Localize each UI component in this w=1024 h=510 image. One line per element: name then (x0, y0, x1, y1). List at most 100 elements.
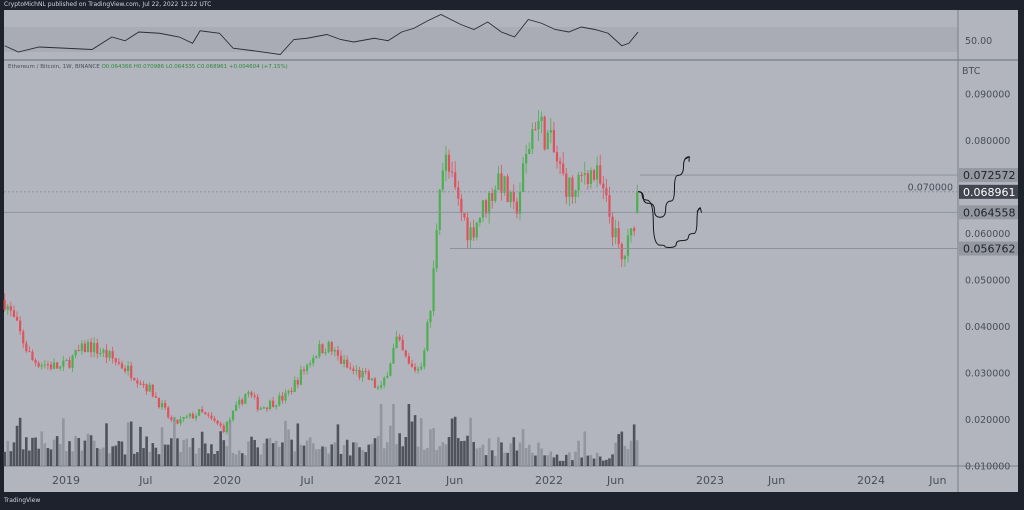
candle-body (201, 409, 204, 413)
candle-body (429, 311, 432, 323)
volume-bar (373, 438, 377, 466)
candle-body (151, 384, 154, 397)
time-tick-label: Jun (767, 474, 785, 487)
candle-body (188, 413, 191, 417)
candle-body (383, 377, 386, 386)
volume-bar (31, 437, 34, 466)
volume-bar (580, 457, 583, 466)
price-tick-label: 0.080000 (965, 136, 1010, 147)
volume-bar (318, 449, 321, 466)
volume-bar (55, 436, 59, 466)
volume-bar (182, 439, 185, 466)
chart-background (4, 10, 1018, 492)
volume-bar (608, 458, 611, 466)
volume-bar (216, 450, 219, 466)
volume-bar (370, 443, 374, 466)
candle-body (454, 172, 457, 188)
volume-bar (315, 449, 318, 466)
volume-bar (441, 442, 445, 466)
candle-body (602, 183, 605, 189)
volume-bar (416, 446, 420, 466)
candle-body (555, 152, 559, 162)
volume-bar (469, 417, 472, 466)
candle-body (299, 369, 303, 385)
price-label: 0.064558 (963, 206, 1016, 219)
candle-body (28, 351, 31, 353)
candle-body (592, 170, 596, 180)
volume-bar (336, 424, 340, 466)
volume-bar (540, 448, 543, 466)
candle-body (130, 365, 133, 379)
volume-bar (265, 438, 269, 466)
volume-bar (571, 460, 574, 466)
candle-body (145, 384, 148, 392)
candle-body (49, 364, 53, 369)
candle-body (617, 228, 620, 244)
candle-body (509, 191, 512, 202)
candle-body (12, 310, 16, 318)
volume-bar (256, 447, 260, 466)
volume-bar (601, 460, 605, 466)
candle-body (620, 243, 623, 260)
price-unit-label: BTC (962, 66, 981, 77)
volume-bar (555, 454, 559, 466)
candle-body (86, 341, 90, 353)
candle-body (534, 129, 537, 131)
volume-bar (268, 437, 272, 466)
candle-body (77, 350, 80, 352)
candle-body (376, 387, 380, 389)
volume-bar (302, 445, 306, 466)
candle-body (497, 173, 500, 190)
candle-body (583, 173, 586, 176)
candle-body (355, 369, 358, 371)
volume-bar (497, 437, 500, 466)
volume-bar (68, 441, 71, 466)
candle-body (250, 392, 253, 396)
candle-body (268, 400, 272, 410)
candle-body (259, 408, 262, 410)
candle-body (96, 342, 99, 354)
candle-body (244, 394, 247, 404)
volume-bar (160, 427, 164, 466)
candle-body (83, 343, 87, 353)
candle-body (15, 317, 19, 321)
volume-bar (376, 436, 380, 466)
candle-body (342, 359, 346, 364)
candle-body (380, 385, 383, 388)
volume-bar (311, 443, 315, 466)
volume-bar (6, 440, 10, 466)
volume-bar (24, 437, 28, 466)
candle-body (614, 228, 617, 238)
candle-body (636, 191, 639, 214)
candle-body (173, 419, 176, 421)
candle-body (210, 415, 213, 419)
price-label: 0.072572 (963, 169, 1016, 182)
candle-body (321, 344, 324, 354)
price-tick-label: 0.020000 (965, 415, 1010, 426)
volume-bar (450, 418, 454, 466)
candle-body (413, 366, 417, 371)
volume-bar (111, 446, 114, 466)
volume-bar (18, 417, 22, 466)
volume-bar (284, 420, 287, 466)
volume-bar (191, 438, 195, 466)
candle-body (309, 363, 312, 365)
candle-body (500, 173, 503, 193)
candle-body (373, 378, 377, 388)
volume-bar (46, 448, 50, 466)
volume-bar (586, 455, 590, 466)
volume-bar (589, 454, 593, 466)
candle-body (432, 268, 435, 312)
legend-symbol: Ethereum / Bitcoin, 1W, BINANCE (8, 64, 101, 70)
volume-bar (521, 429, 525, 466)
candle-body (127, 365, 130, 372)
volume-bar (262, 443, 266, 466)
candle-body (6, 306, 9, 310)
candle-body (435, 230, 438, 269)
candle-body (580, 174, 583, 176)
volume-bar (361, 449, 364, 466)
volume-bar (463, 440, 466, 466)
candle-body (447, 154, 451, 172)
volume-bar (321, 446, 324, 466)
